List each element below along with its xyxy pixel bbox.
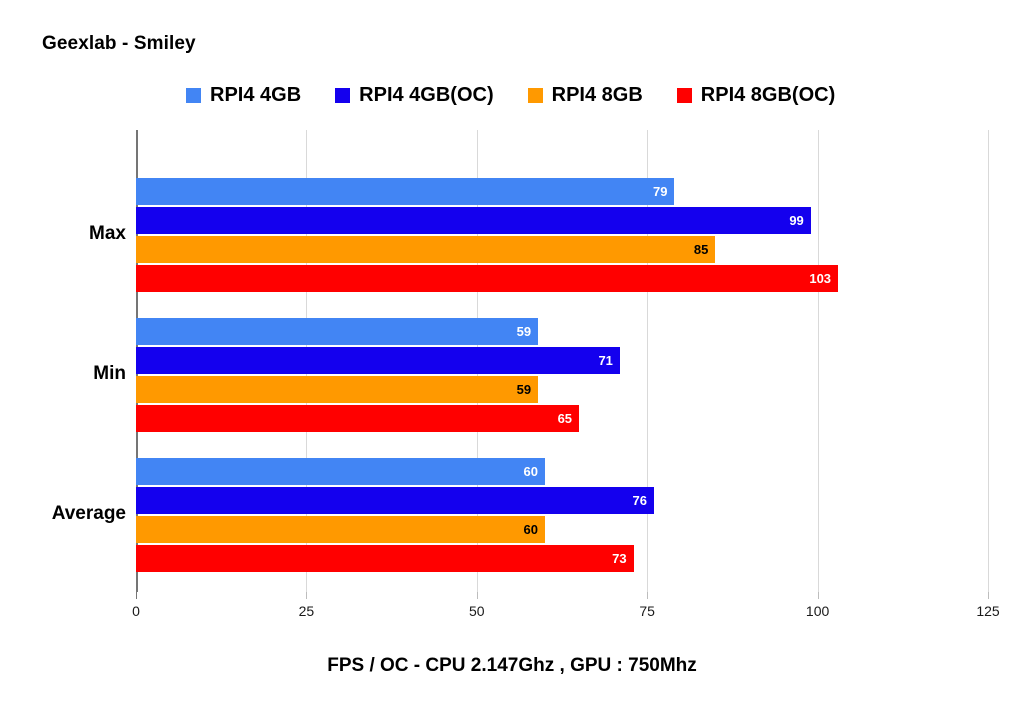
bar-row: 99 — [136, 207, 988, 234]
bar[interactable]: 59 — [136, 376, 539, 403]
bar[interactable]: 60 — [136, 458, 545, 485]
category-label: Min — [93, 363, 126, 384]
bar-row: 59 — [136, 318, 988, 345]
bar-value-label: 76 — [632, 493, 648, 508]
bar[interactable]: 99 — [136, 207, 811, 234]
bar-value-label: 65 — [557, 411, 573, 426]
x-tick-mark — [136, 592, 137, 599]
bar[interactable]: 76 — [136, 487, 655, 514]
bar-value-label: 73 — [612, 551, 627, 566]
legend-label: RPI4 4GB — [210, 84, 302, 106]
x-tick-mark — [817, 592, 819, 599]
legend-item[interactable]: RPI4 8GB — [527, 84, 643, 106]
category-label: Average — [51, 503, 126, 524]
x-tick-label: 100 — [805, 603, 830, 619]
chart-legend: RPI4 4GB RPI4 4GB(OC) RPI4 8GB RPI4 8GB(OC) — [186, 84, 835, 106]
bar-row: 60 — [136, 458, 988, 485]
bar[interactable]: 73 — [136, 545, 634, 572]
bar[interactable]: 59 — [136, 318, 539, 345]
bar-value-label: 99 — [789, 213, 804, 228]
bar-row: 59 — [136, 376, 988, 403]
legend-swatch-icon — [527, 87, 543, 103]
bar-row: 79 — [136, 178, 988, 205]
chart-title: Geexlab - Smiley — [42, 33, 196, 54]
bar[interactable]: 85 — [136, 236, 716, 263]
bar[interactable]: 79 — [136, 178, 675, 205]
x-tick-mark — [306, 592, 308, 599]
category-group: 60 76 60 73 — [136, 458, 988, 574]
category-group: 59 71 59 65 — [136, 318, 988, 434]
bar[interactable]: 60 — [136, 516, 545, 543]
legend-label: RPI4 8GB(OC) — [700, 84, 836, 106]
x-tick-label: 0 — [132, 603, 140, 619]
legend-item[interactable]: RPI4 4GB — [186, 85, 301, 105]
x-tick-mark — [476, 592, 478, 599]
legend-swatch-icon — [186, 87, 201, 103]
legend-item[interactable]: RPI4 4GB(OC) — [335, 84, 494, 106]
bar-row: 65 — [136, 405, 988, 432]
x-tick-label: 75 — [639, 603, 655, 619]
bar-row: 85 — [136, 236, 988, 263]
bar-value-label: 79 — [652, 184, 668, 199]
legend-label: RPI4 8GB — [551, 84, 643, 106]
x-axis: 0 25 50 75 100 125 — [0, 592, 1024, 632]
x-tick-label: 25 — [298, 603, 315, 619]
legend-swatch-icon — [676, 87, 692, 103]
bar-value-label: 60 — [523, 464, 538, 479]
gridline — [647, 130, 649, 592]
bar-row: 71 — [136, 347, 988, 374]
gridline — [817, 130, 819, 592]
bar-row: 76 — [136, 487, 988, 514]
plot-area: 79 99 85 103 59 71 59 65 60 76 60 73 — [136, 130, 989, 592]
bar-value-label: 71 — [598, 353, 613, 368]
bar[interactable]: 71 — [136, 347, 620, 374]
bar-row: 103 — [136, 265, 988, 292]
bar[interactable]: 65 — [136, 405, 580, 432]
x-tick-label: 50 — [469, 603, 485, 619]
x-tick-mark — [647, 592, 649, 599]
bar-value-label: 103 — [809, 271, 832, 286]
legend-swatch-icon — [335, 87, 351, 103]
bar-row: 60 — [136, 516, 988, 543]
bar-value-label: 59 — [516, 382, 532, 397]
bar-value-label: 60 — [523, 522, 538, 537]
bar-row: 73 — [136, 545, 988, 572]
chart-caption: FPS / OC - CPU 2.147Ghz , GPU : 750Mhz — [327, 655, 697, 676]
x-tick-mark — [988, 592, 989, 599]
bar[interactable]: 103 — [136, 265, 839, 292]
bar-value-label: 59 — [516, 324, 532, 339]
category-label: Max — [89, 223, 126, 244]
bar-value-label: 85 — [693, 242, 709, 257]
category-group: 79 99 85 103 — [136, 178, 988, 294]
legend-item[interactable]: RPI4 8GB(OC) — [676, 84, 836, 106]
x-tick-label: 125 — [976, 603, 1000, 619]
gridline — [988, 130, 989, 592]
legend-label: RPI4 4GB(OC) — [359, 84, 494, 106]
